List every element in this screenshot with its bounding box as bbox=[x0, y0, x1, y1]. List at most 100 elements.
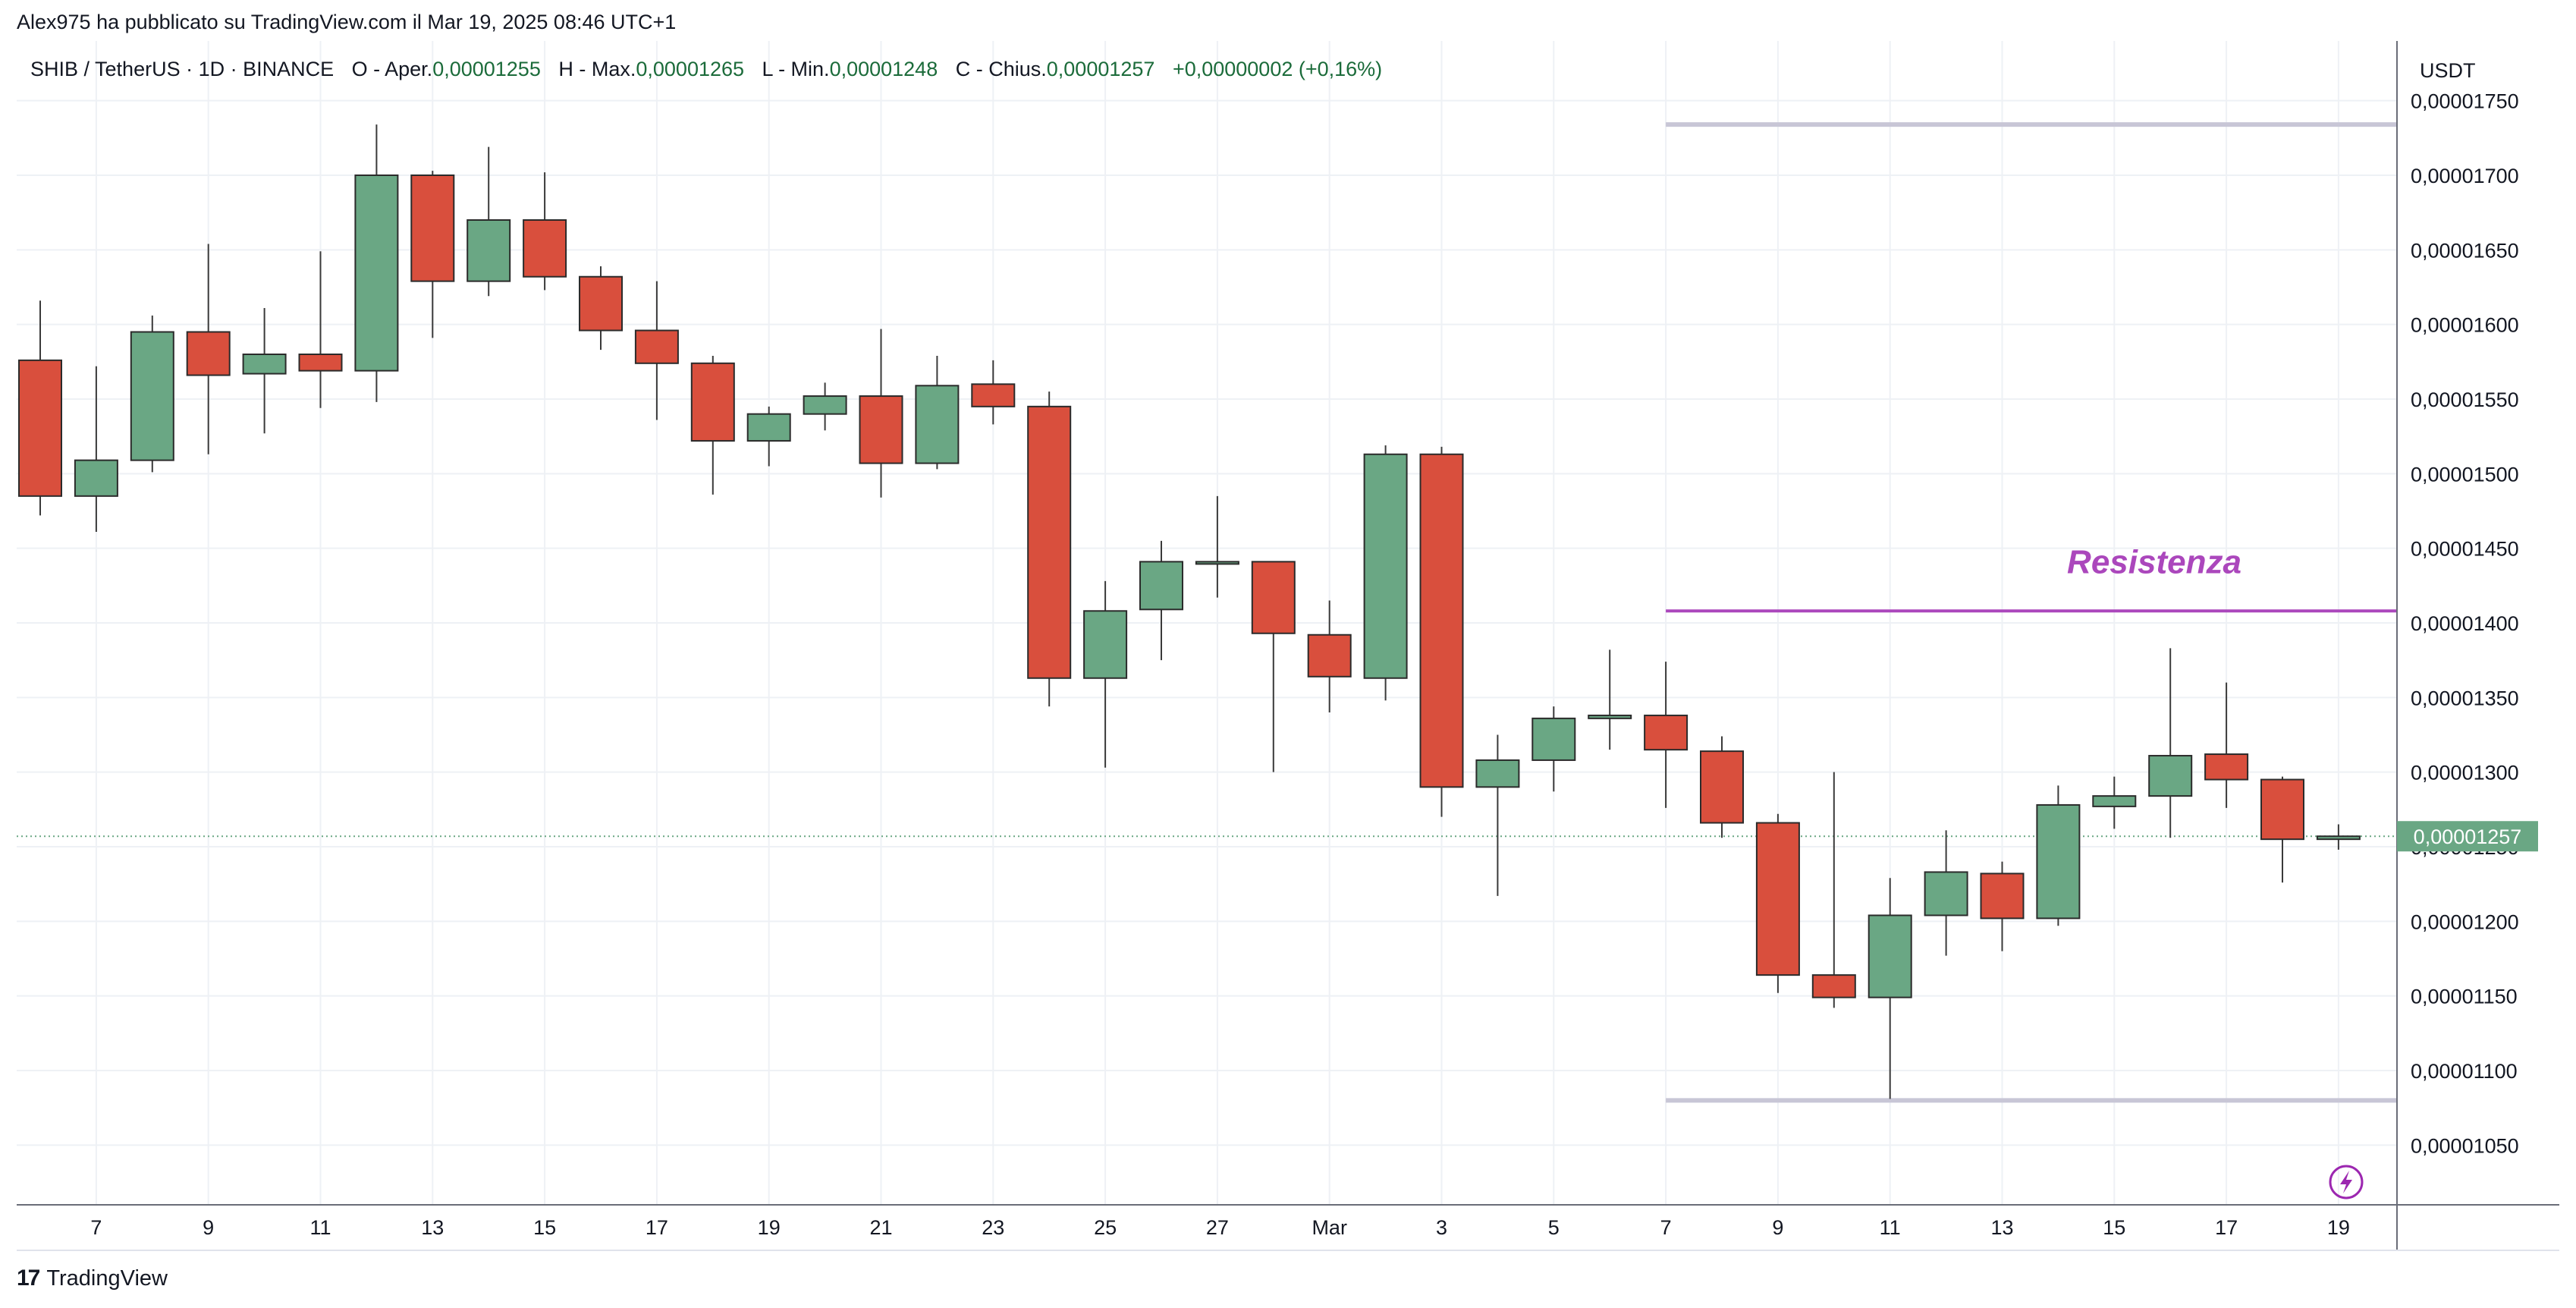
last-price-tag[interactable]: 0,00001257 bbox=[2397, 821, 2538, 852]
candle-body-down bbox=[523, 219, 567, 278]
candle bbox=[803, 382, 847, 431]
time-tick-label: 11 bbox=[1880, 1216, 1901, 1239]
candle-body-down bbox=[971, 383, 1016, 407]
time-tick-label: 21 bbox=[869, 1216, 892, 1239]
candle-body-down bbox=[1980, 873, 2025, 920]
candle bbox=[1419, 446, 1464, 817]
time-tick-label: 9 bbox=[203, 1216, 214, 1239]
candle bbox=[1755, 813, 1800, 993]
candle bbox=[1644, 662, 1689, 808]
tradingview-logo-icon: 17 bbox=[17, 1266, 40, 1291]
candle-body-down bbox=[1811, 974, 1856, 998]
brand-name: TradingView bbox=[46, 1266, 168, 1291]
candle-body-up bbox=[803, 395, 847, 415]
time-tick-label: 9 bbox=[1772, 1216, 1783, 1239]
candle bbox=[1531, 706, 1576, 792]
candle bbox=[1363, 445, 1408, 701]
symbol-name[interactable]: SHIB / TetherUS · 1D · BINANCE bbox=[30, 58, 335, 80]
candle-body-up bbox=[2036, 803, 2081, 920]
low-value: 0,00001248 bbox=[829, 58, 938, 80]
candle-body-down bbox=[298, 354, 343, 372]
level-lines: Resistenza bbox=[17, 122, 2397, 1103]
price-tick-label: 0,00001050 bbox=[2411, 1134, 2519, 1157]
low-label: L - Min. bbox=[762, 58, 830, 80]
candle-body-up bbox=[1363, 453, 1408, 679]
symbol-legend: SHIB / TetherUS · 1D · BINANCE O - Aper.… bbox=[30, 58, 1382, 81]
candle-body-up bbox=[1195, 561, 1239, 565]
candle bbox=[1475, 734, 1520, 896]
price-tick-label: 0,00001750 bbox=[2411, 90, 2519, 113]
candle bbox=[1139, 540, 1183, 661]
time-tick-label: 25 bbox=[1094, 1216, 1117, 1239]
candle bbox=[2092, 776, 2137, 829]
candle-body-up bbox=[242, 354, 287, 375]
candle-body-down bbox=[2260, 778, 2304, 841]
candles bbox=[18, 124, 2361, 1099]
candle-body-up bbox=[467, 219, 511, 282]
candle bbox=[467, 146, 511, 297]
time-tick-label: Mar bbox=[1312, 1216, 1347, 1239]
price-axis[interactable]: 0,00001750 0,00001700 0,00001650 0,00001600… bbox=[2396, 41, 2519, 1250]
candle-body-down bbox=[690, 362, 735, 442]
candle bbox=[298, 251, 343, 408]
candle-body-up bbox=[1531, 717, 1576, 761]
candle bbox=[1588, 649, 1632, 750]
time-tick-label: 11 bbox=[309, 1216, 331, 1239]
candle-body-up bbox=[1924, 871, 1968, 917]
candle-body-up bbox=[74, 459, 118, 497]
candle-body-up bbox=[130, 331, 174, 461]
candle-body-up bbox=[915, 385, 960, 464]
candle bbox=[1251, 561, 1296, 772]
time-tick-label: 13 bbox=[421, 1216, 444, 1239]
candle bbox=[523, 172, 567, 291]
candle bbox=[2204, 682, 2249, 808]
close-value: 0,00001257 bbox=[1046, 58, 1155, 80]
candle bbox=[74, 366, 118, 533]
candle bbox=[410, 171, 455, 338]
candle bbox=[1083, 580, 1128, 768]
last-price-tag-label: 0,00001257 bbox=[2414, 825, 2522, 848]
time-axis[interactable]: 7 9 11 13 15 17 19 21 23 25 27 Mar 3 5 7 9 11 13 15 17 19 bbox=[17, 1204, 2559, 1251]
price-tick-label: 0,00001600 bbox=[2411, 314, 2519, 337]
candle bbox=[1700, 736, 1744, 838]
candle bbox=[18, 300, 62, 516]
candle bbox=[915, 355, 960, 470]
candle-body-down bbox=[1419, 453, 1464, 788]
candle bbox=[1811, 772, 1856, 1008]
lightning-icon[interactable] bbox=[2329, 1165, 2364, 1200]
candle-body-up bbox=[354, 175, 399, 372]
candle-body-down bbox=[1307, 634, 1352, 678]
candle bbox=[2260, 776, 2304, 883]
candle bbox=[746, 406, 791, 467]
candle-body-up bbox=[1083, 610, 1128, 679]
candle bbox=[1980, 861, 2025, 951]
candle bbox=[2316, 824, 2361, 850]
time-tick-label: 7 bbox=[1660, 1216, 1672, 1239]
price-tick-label: 0,00001500 bbox=[2411, 463, 2519, 486]
price-tick-label: 0,00001350 bbox=[2411, 687, 2519, 709]
candle-body-down bbox=[1027, 405, 1072, 679]
candle bbox=[2036, 785, 2081, 926]
candle bbox=[130, 315, 174, 473]
footer-brand[interactable]: 17 TradingView bbox=[17, 1266, 168, 1291]
price-tick-label: 0,00001400 bbox=[2411, 612, 2519, 635]
time-tick-label: 7 bbox=[90, 1216, 102, 1239]
currency-unit[interactable]: USDT bbox=[2420, 59, 2476, 82]
high-value: 0,00001265 bbox=[636, 58, 745, 80]
candle bbox=[1027, 391, 1072, 707]
time-tick-label: 27 bbox=[1206, 1216, 1229, 1239]
candle bbox=[1307, 600, 1352, 712]
price-tick-label: 0,00001150 bbox=[2411, 986, 2518, 1008]
candle bbox=[186, 244, 231, 454]
candle-body-down bbox=[579, 275, 623, 332]
candle-body-up bbox=[746, 413, 791, 442]
time-tick-label: 19 bbox=[2327, 1216, 2350, 1239]
time-tick-label: 3 bbox=[1436, 1216, 1447, 1239]
time-tick-label: 23 bbox=[982, 1216, 1004, 1239]
close-label: C - Chius. bbox=[955, 58, 1047, 80]
candle-body-down bbox=[410, 175, 455, 282]
open-value: 0,00001255 bbox=[432, 58, 541, 80]
price-tick-label: 0,00001650 bbox=[2411, 239, 2519, 262]
candle bbox=[859, 329, 903, 498]
